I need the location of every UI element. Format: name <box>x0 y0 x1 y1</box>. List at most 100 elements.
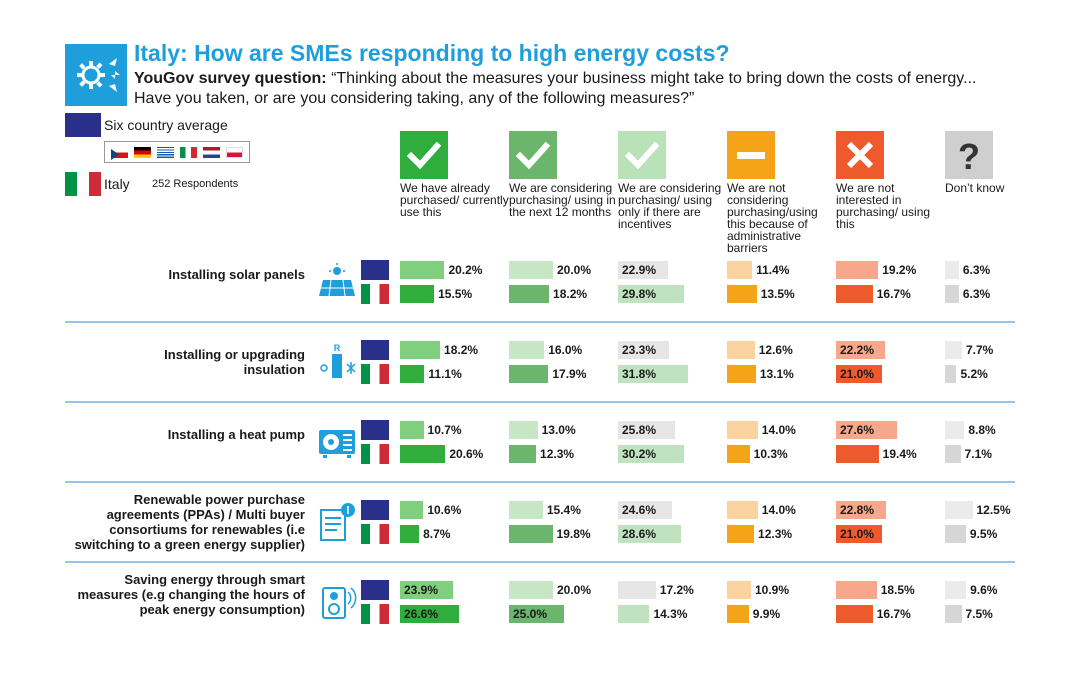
italy-bar <box>509 365 549 383</box>
value-label: 5.2% <box>960 367 988 381</box>
value-label: 20.6% <box>449 447 484 461</box>
average-bar <box>400 421 424 439</box>
average-bar <box>400 261 445 279</box>
column-header: We are not interested in purchasing/ usi… <box>836 181 931 231</box>
italy-bar <box>727 525 755 543</box>
value-label: 12.5% <box>976 503 1011 517</box>
value-label: 25.0% <box>513 607 548 621</box>
italy-flag-legend-swatch <box>65 172 101 196</box>
average-bar <box>509 341 545 359</box>
row-label: Installing a heat pump <box>167 427 305 442</box>
column-checkmark-icon <box>618 131 666 179</box>
average-bar <box>836 421 897 439</box>
eu-flag-icon <box>361 340 389 360</box>
italy-bar <box>945 285 959 303</box>
average-bar <box>727 341 755 359</box>
average-bar <box>727 421 758 439</box>
value-label: 17.9% <box>552 367 587 381</box>
column-header: We are considering purchasing/ using onl… <box>618 181 722 231</box>
italy-bar <box>836 525 883 543</box>
italy-bar <box>400 605 459 623</box>
column-question-icon: ? <box>945 131 993 179</box>
value-label: 30.2% <box>622 447 657 461</box>
value-label: 20.2% <box>448 263 483 277</box>
value-label: 22.8% <box>840 503 875 517</box>
value-label: 16.0% <box>548 343 583 357</box>
average-bar <box>618 581 656 599</box>
value-label: 10.7% <box>427 423 462 437</box>
value-label: 22.2% <box>840 343 875 357</box>
question-text: “Thinking about the measures your busine… <box>134 70 977 107</box>
value-label: 25.8% <box>622 423 657 437</box>
row-separator <box>65 561 1015 563</box>
value-label: 18.5% <box>880 583 915 597</box>
italy-flag-icon <box>361 524 389 544</box>
italy-bar <box>945 605 962 623</box>
italy-bar <box>618 445 685 463</box>
row-separator <box>65 401 1015 403</box>
value-label: 7.7% <box>965 343 994 357</box>
legend-italy-label: Italy <box>104 176 130 192</box>
italy-bar <box>945 445 961 463</box>
eu-flag-icon <box>361 420 389 440</box>
respondents-count: 252 Respondents <box>152 178 239 190</box>
italy-bar <box>400 285 435 303</box>
italy-bar <box>836 365 883 383</box>
column-checkmark-icon <box>509 131 557 179</box>
average-bar <box>509 421 538 439</box>
heat-pump-icon <box>317 422 357 462</box>
value-label: 9.5% <box>969 527 998 541</box>
value-label: 19.8% <box>556 527 591 541</box>
value-label: 19.2% <box>882 263 917 277</box>
value-label: 15.5% <box>438 287 473 301</box>
italy-flag-icon <box>361 604 389 624</box>
column-minus-icon <box>727 131 775 179</box>
value-label: 23.9% <box>404 583 439 597</box>
question-prefix: YouGov survey question: <box>134 70 327 87</box>
germany-flag-icon <box>134 147 151 158</box>
average-bar <box>509 261 553 279</box>
solar-panel-icon <box>317 262 357 302</box>
value-label: 11.4% <box>756 263 790 277</box>
value-label: 10.3% <box>753 447 788 461</box>
value-label: 17.2% <box>659 583 694 597</box>
average-bar <box>836 581 877 599</box>
row-label: Installing or upgrading insulation <box>164 347 305 377</box>
column-header: We have already purchased/ currently use… <box>400 181 509 219</box>
value-label: 6.3% <box>962 287 991 301</box>
average-bar <box>727 581 751 599</box>
row-separator <box>65 321 1015 323</box>
value-label: 13.1% <box>759 367 794 381</box>
average-bar <box>945 421 965 439</box>
page-title: Italy: How are SMEs responding to high e… <box>134 40 730 66</box>
average-bar <box>727 501 758 519</box>
value-label: 11.1% <box>428 367 462 381</box>
italy-bar <box>618 605 650 623</box>
legend-average-label: Six country average <box>104 117 228 133</box>
italy-bar <box>836 445 879 463</box>
value-label: 24.6% <box>622 503 657 517</box>
contract-icon <box>317 502 357 542</box>
italy-bar <box>400 445 446 463</box>
greece-flag-icon <box>157 147 174 158</box>
value-label: 27.6% <box>840 423 875 437</box>
average-bar <box>509 581 553 599</box>
italy-bar <box>727 365 756 383</box>
italy-flag-icon <box>361 444 389 464</box>
insulation-icon: R <box>317 342 357 382</box>
italy-bar <box>618 525 681 543</box>
italy-bar <box>945 365 957 383</box>
value-label: 9.9% <box>752 607 781 621</box>
italy-bar <box>836 605 873 623</box>
value-label: 14.0% <box>761 423 796 437</box>
svg-text:R: R <box>334 343 341 353</box>
eu-flag-icon <box>361 500 389 520</box>
eu-flag-icon <box>361 260 389 280</box>
value-label: 16.7% <box>876 607 911 621</box>
row-label: Renewable power purchase agreements (PPA… <box>74 492 305 552</box>
value-label: 20.0% <box>557 263 592 277</box>
average-bar <box>836 501 887 519</box>
italy-bar <box>509 525 553 543</box>
value-label: 12.3% <box>758 527 793 541</box>
italy-bar <box>618 285 684 303</box>
